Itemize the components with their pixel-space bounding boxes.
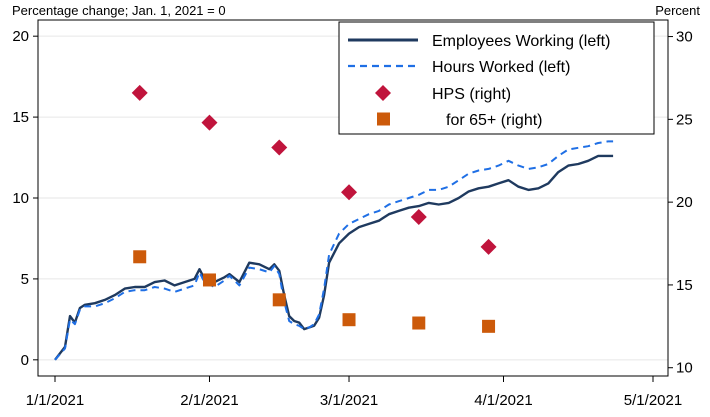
legend-label: for 65+ (right) xyxy=(446,112,542,129)
right-axis-note: Percent xyxy=(655,3,700,18)
hps-point xyxy=(410,209,427,226)
right-tick-label: 10 xyxy=(676,360,693,377)
x-tick-label: 2/1/2021 xyxy=(180,392,238,409)
right-axis: 10 15 20 25 30 xyxy=(668,29,693,377)
hps-65plus-point xyxy=(412,316,426,330)
hps-point xyxy=(271,139,288,156)
left-tick-label: 5 xyxy=(21,271,29,288)
x-tick-label: 4/1/2021 xyxy=(474,392,532,409)
legend-swatch-65plus xyxy=(377,112,390,126)
hours-worked-line xyxy=(54,140,614,361)
hps-point xyxy=(131,84,148,101)
right-tick-label: 30 xyxy=(676,29,693,46)
right-tick-label: 25 xyxy=(676,111,693,128)
hps-65plus-point xyxy=(342,313,356,327)
hps-65plus-point xyxy=(202,273,216,287)
series-layer xyxy=(54,84,614,361)
left-tick-label: 20 xyxy=(12,28,29,45)
right-tick-label: 15 xyxy=(676,277,693,294)
left-tick-label: 10 xyxy=(12,190,29,207)
legend: Employees Working (left) Hours Worked (le… xyxy=(338,21,655,135)
x-tick-label: 1/1/2021 xyxy=(26,392,84,409)
legend-label: HPS (right) xyxy=(432,86,511,103)
hps-point xyxy=(480,238,497,255)
right-tick-label: 20 xyxy=(676,194,693,211)
legend-swatch-hps xyxy=(375,85,391,101)
x-tick-label: 3/1/2021 xyxy=(320,392,378,409)
left-tick-label: 15 xyxy=(12,109,29,126)
left-axis: 0 5 10 15 20 xyxy=(12,28,38,369)
hps-65plus-point xyxy=(272,293,286,307)
hps-65plus-point xyxy=(133,250,147,264)
legend-label: Employees Working (left) xyxy=(432,33,610,50)
hps-point xyxy=(341,184,358,201)
legend-label: Hours Worked (left) xyxy=(432,59,570,76)
hps-point xyxy=(201,114,218,131)
left-axis-note: Percentage change; Jan. 1, 2021 = 0 xyxy=(12,3,226,18)
x-axis: 1/1/2021 2/1/2021 3/1/2021 4/1/2021 5/1/2021 xyxy=(26,376,682,409)
left-tick-label: 0 xyxy=(21,352,29,369)
hps-65plus-point xyxy=(482,319,496,333)
x-tick-label: 5/1/2021 xyxy=(624,392,682,409)
